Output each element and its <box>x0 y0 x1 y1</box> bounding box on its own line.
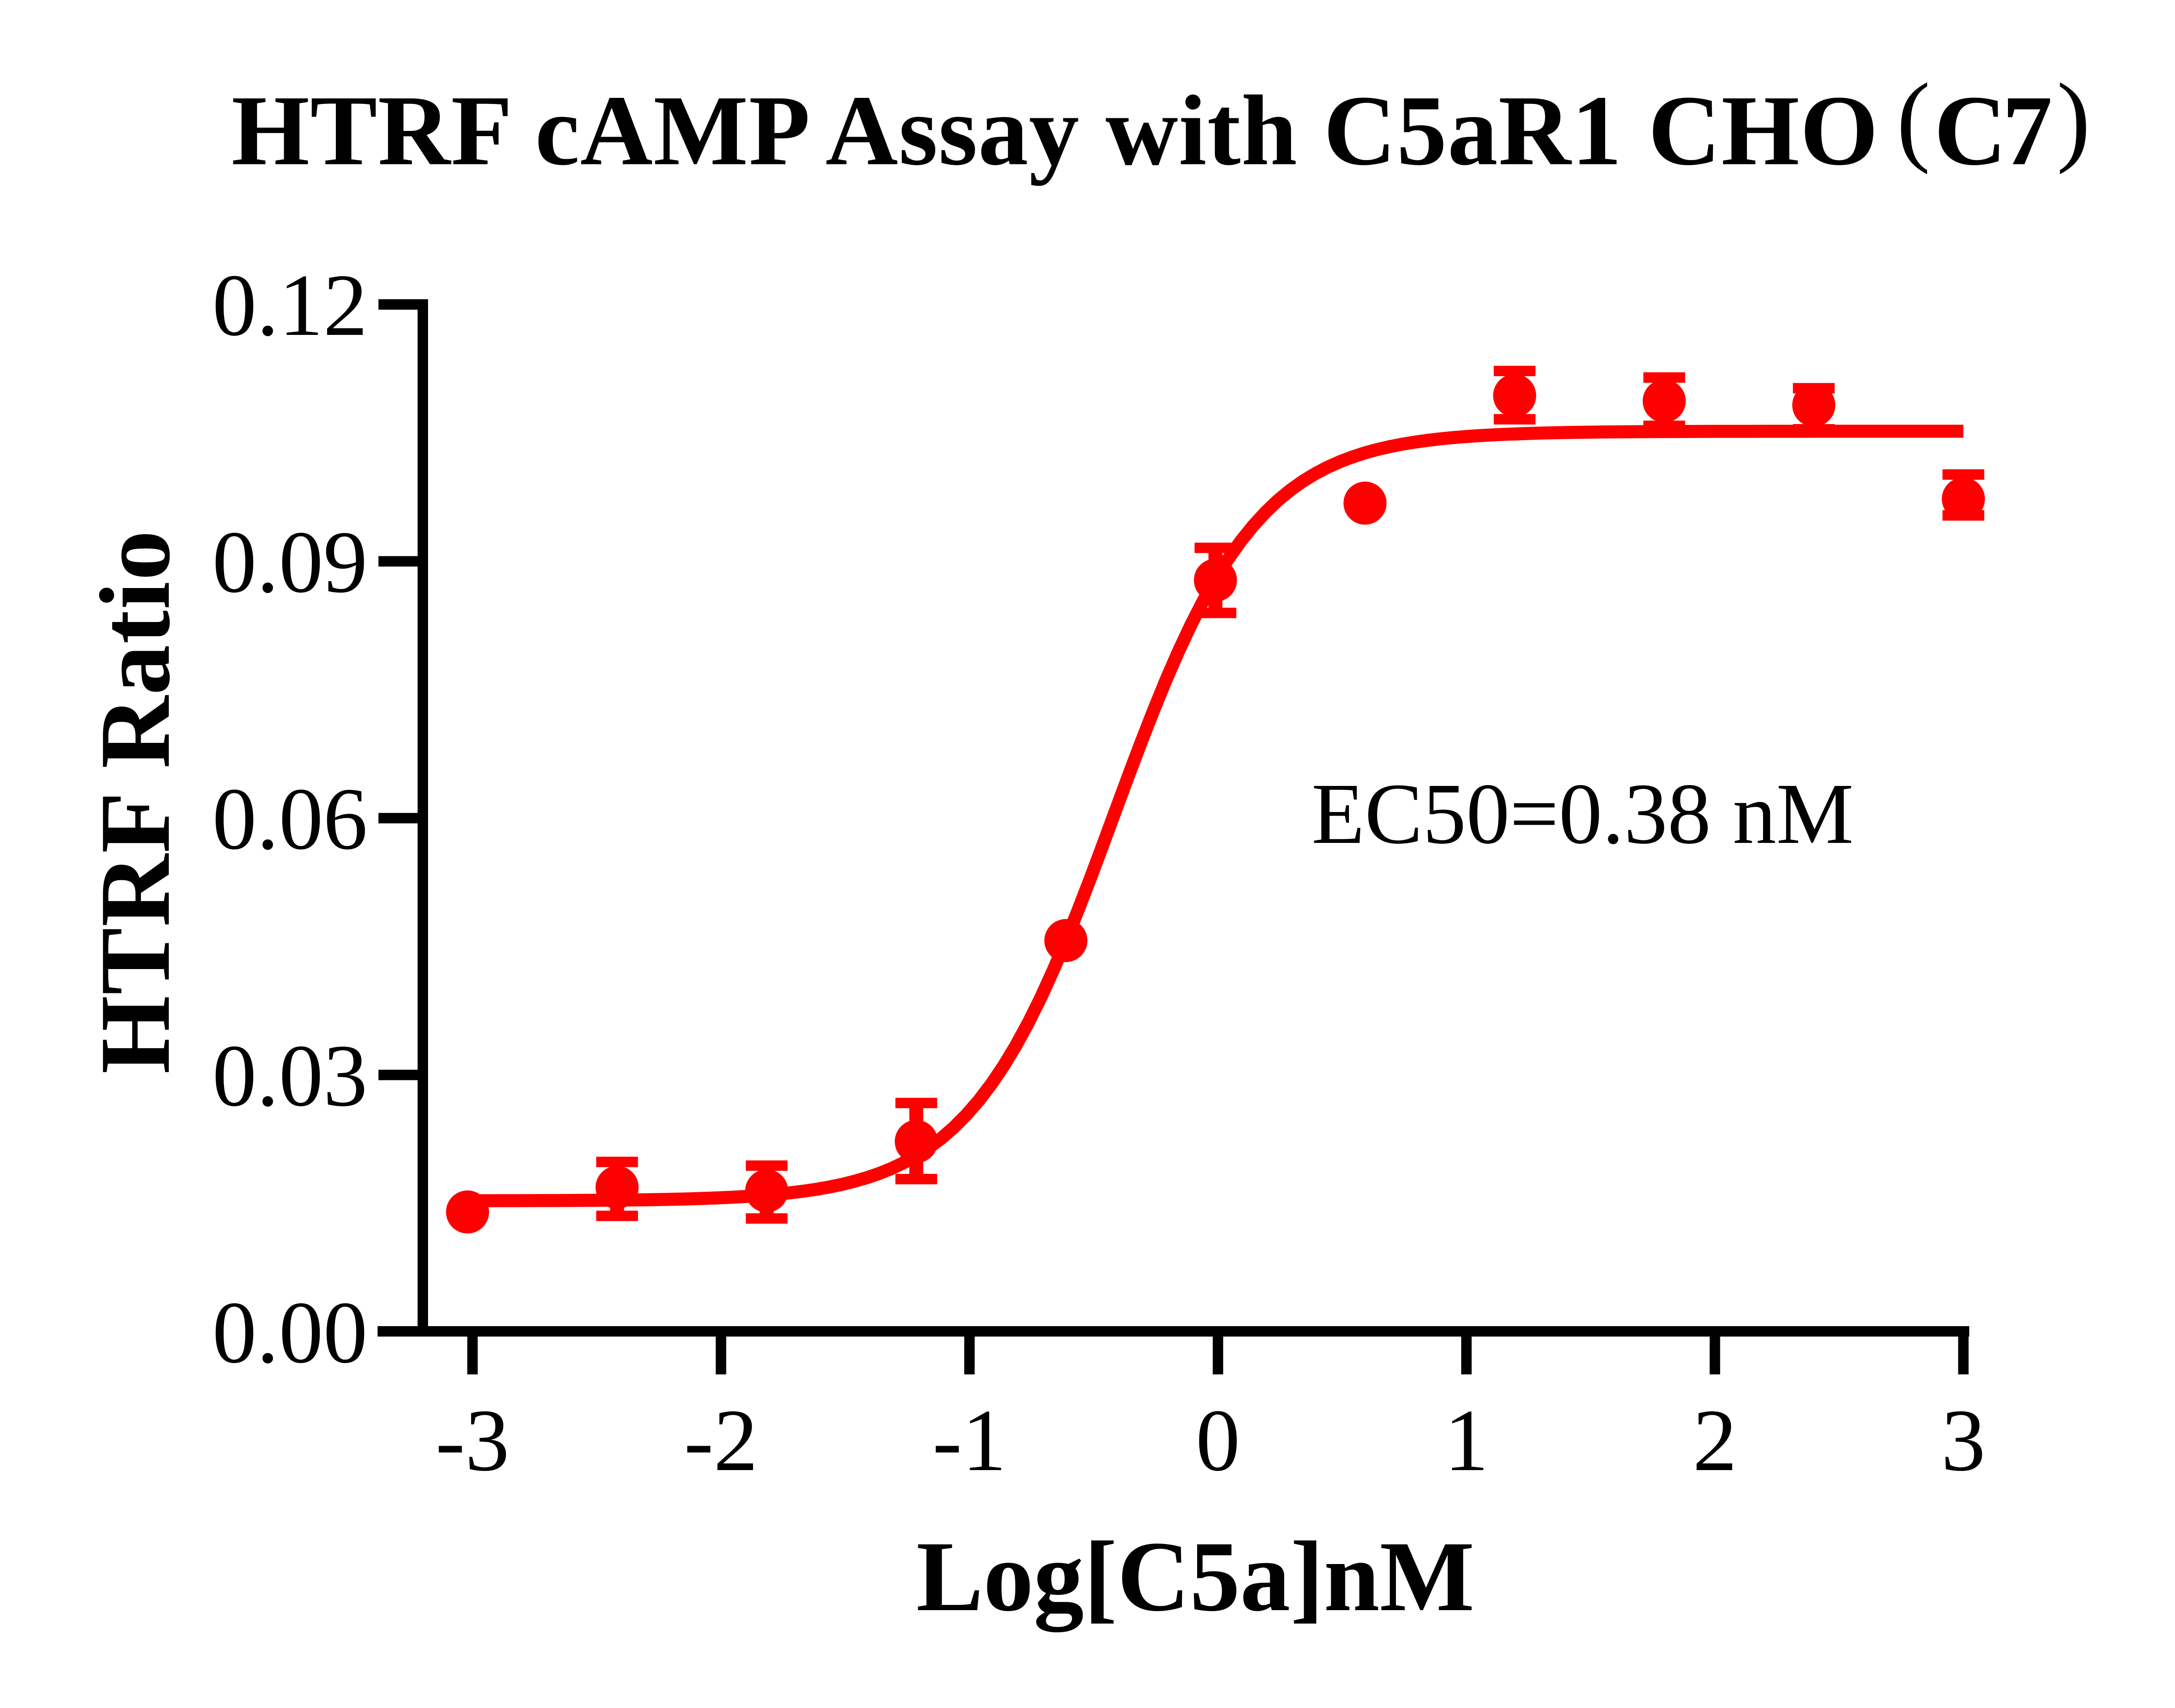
svg-text:0.00: 0.00 <box>212 1284 368 1382</box>
svg-text:HTRF cAMP Assay with C5aR1 CHO: HTRF cAMP Assay with C5aR1 CHO <box>231 75 1879 186</box>
svg-text:0.03: 0.03 <box>212 1027 368 1125</box>
svg-text:0.06: 0.06 <box>212 770 368 868</box>
svg-text:-1: -1 <box>933 1391 1007 1490</box>
svg-text:0: 0 <box>1196 1391 1240 1490</box>
svg-text:-2: -2 <box>684 1391 758 1490</box>
svg-text:0.09: 0.09 <box>212 513 368 612</box>
svg-text:0.12: 0.12 <box>212 256 368 354</box>
svg-text:3: 3 <box>1941 1391 1986 1490</box>
svg-text:C7: C7 <box>1934 75 2050 186</box>
svg-text:-3: -3 <box>435 1391 509 1490</box>
svg-text:(: ( <box>1897 63 1931 175</box>
svg-text:2: 2 <box>1693 1391 1737 1490</box>
svg-text:Log[C5a]nM: Log[C5a]nM <box>916 1521 1474 1632</box>
svg-text:HTRF Ratio: HTRF Ratio <box>79 529 191 1074</box>
svg-text:EC50=0.38 nM: EC50=0.38 nM <box>1312 766 1854 862</box>
svg-text:1: 1 <box>1444 1391 1489 1490</box>
svg-text:): ) <box>2057 63 2091 175</box>
